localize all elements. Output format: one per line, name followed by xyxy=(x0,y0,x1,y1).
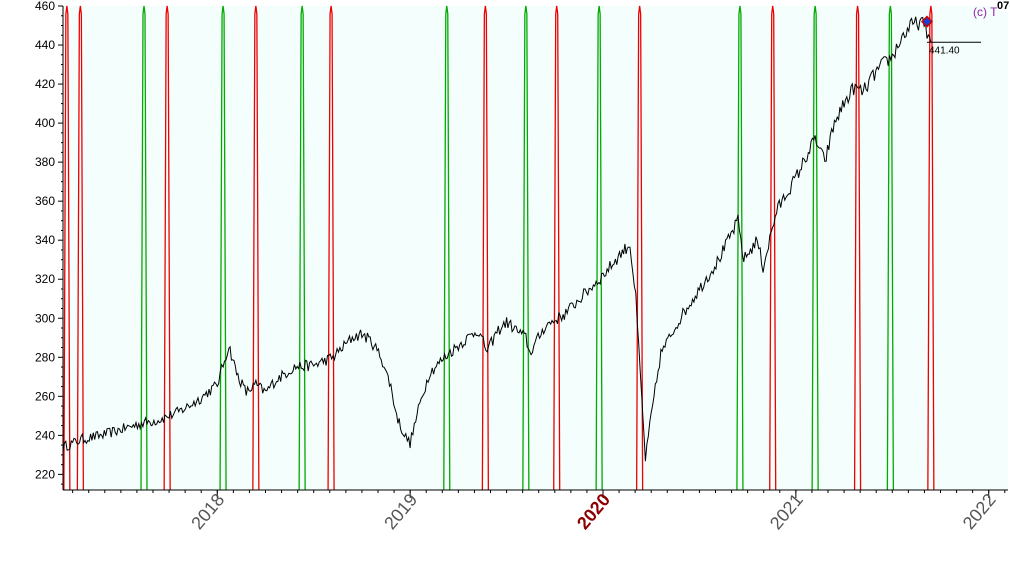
x-tick-label: 2021 xyxy=(766,490,807,534)
signal-spike xyxy=(327,5,335,491)
signal-spike xyxy=(635,5,644,491)
signal-spike xyxy=(736,5,744,491)
y-tick-label: 340 xyxy=(35,233,55,247)
signal-spike xyxy=(769,5,777,491)
y-tick-label: 400 xyxy=(35,116,55,130)
y-tick-label: 240 xyxy=(35,428,55,442)
y-tick-label: 380 xyxy=(35,155,55,169)
signal-spike xyxy=(63,5,71,491)
y-tick-label: 440 xyxy=(35,38,55,52)
y-tick-label: 280 xyxy=(35,350,55,364)
plot-area xyxy=(63,6,1008,490)
signal-spike xyxy=(140,5,148,491)
corner-date-label: 07 xyxy=(997,0,1010,12)
signal-spike xyxy=(886,5,895,491)
signal-spike xyxy=(522,5,530,491)
copyright-label: (c) T xyxy=(973,5,998,19)
y-tick-label: 420 xyxy=(35,77,55,91)
signal-spike xyxy=(252,5,260,491)
y-tick-label: 260 xyxy=(35,389,55,403)
last-value-label: 441.40 xyxy=(929,45,960,56)
y-tick-label: 320 xyxy=(35,272,55,286)
signal-spike xyxy=(927,5,935,491)
signal-spike xyxy=(163,5,171,491)
signal-spike xyxy=(853,5,862,491)
last-point-marker xyxy=(920,15,934,28)
y-tick-label: 220 xyxy=(35,467,55,481)
signal-spike xyxy=(443,5,451,491)
price-line xyxy=(62,16,932,462)
y-tick-label: 300 xyxy=(35,311,55,325)
signal-spike xyxy=(481,5,490,491)
signal-spike xyxy=(595,5,603,491)
signal-spike xyxy=(298,5,306,491)
signal-spike xyxy=(553,5,561,491)
y-tick-label: 460 xyxy=(35,0,55,13)
signal-spike xyxy=(219,5,227,491)
x-tick-label: 2020 xyxy=(573,490,614,534)
x-tick-label: 2019 xyxy=(380,490,421,534)
signal-spike xyxy=(76,5,85,491)
y-tick-label: 360 xyxy=(35,194,55,208)
signal-spike xyxy=(811,5,819,491)
x-tick-label: 2018 xyxy=(187,490,228,534)
x-tick-label: 2022 xyxy=(959,490,1000,534)
signal-layer xyxy=(63,5,935,491)
